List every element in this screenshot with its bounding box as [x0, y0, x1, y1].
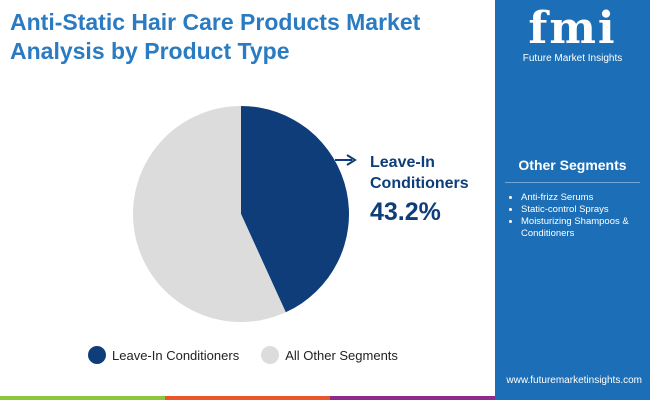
legend-label: Leave-In Conditioners: [112, 347, 240, 363]
legend: Leave-In Conditioners All Other Segments: [88, 346, 398, 364]
segment-item: Anti-frizz Serums: [521, 192, 641, 204]
pie-slice-1: [132, 106, 286, 322]
callout-label: Leave-In Conditioners: [370, 154, 469, 192]
legend-item: All Other Segments: [261, 346, 398, 364]
callout-arrow: [335, 154, 357, 166]
website-url: www.futuremarketinsights.com: [506, 375, 642, 386]
callout: Leave-In Conditioners 43.2%: [370, 152, 480, 227]
footer-bar-blue: [495, 396, 650, 400]
legend-item: Leave-In Conditioners: [88, 346, 239, 364]
logo-mark: fmi: [528, 3, 617, 54]
footer-bar-orange: [165, 396, 330, 400]
callout-value: 43.2%: [370, 198, 441, 226]
footer-bar-green: [0, 396, 165, 400]
side-panel: fmi Future Market Insights Other Segment…: [495, 0, 650, 396]
page-title: Anti-Static Hair Care Products Market An…: [10, 9, 421, 64]
footer-bar-purple: [330, 396, 495, 400]
legend-swatch: [88, 346, 106, 364]
divider: [505, 182, 640, 183]
other-segments-title: Other Segments: [518, 157, 627, 173]
legend-swatch: [261, 346, 280, 364]
fmi-logo: fmi Future Market Insights: [495, 3, 650, 65]
other-segments-list: Anti-frizz Serums Static-control Sprays …: [505, 192, 641, 240]
pie-slice-0: [241, 106, 349, 313]
legend-label: All Other Segments: [285, 347, 398, 363]
segment-item: Moisturizing Shampoos & Conditioners: [521, 216, 641, 240]
logo-subtitle: Future Market Insights: [522, 53, 623, 64]
segment-item: Static-control Sprays: [521, 204, 641, 216]
